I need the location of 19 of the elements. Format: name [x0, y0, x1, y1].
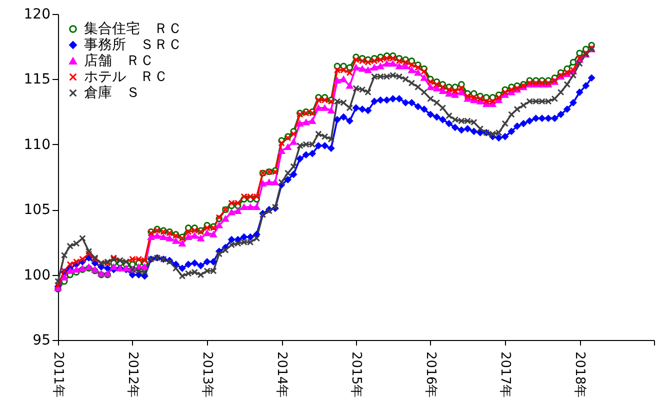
x-tick-label: 2011年: [50, 352, 66, 398]
x-tick-label: 2013年: [200, 352, 215, 398]
x-tick-label: 2017年: [498, 352, 513, 398]
legend-label: ホテル ＲＣ: [84, 69, 168, 85]
y-tick-label: 110: [24, 136, 50, 153]
y-tick-label: 105: [24, 202, 50, 218]
legend-label: 事務所 ＳＲＣ: [84, 37, 182, 53]
legend-label: 倉庫 Ｓ: [84, 85, 140, 101]
x-tick-label: 2015年: [348, 352, 364, 398]
legend-label: 集合住宅 ＲＣ: [84, 21, 182, 37]
x-tick-label: 2018年: [572, 352, 588, 398]
x-tick-label: 2012年: [124, 352, 140, 398]
legend-label: 店舗 ＲＣ: [84, 53, 154, 69]
x-tick-label: 2014年: [274, 352, 290, 398]
y-tick-label: 100: [24, 267, 50, 284]
y-tick-label: 95: [32, 332, 50, 348]
y-tick-label: 115: [24, 72, 50, 88]
y-tick-label: 120: [24, 6, 50, 22]
x-tick-label: 2016年: [422, 352, 438, 398]
